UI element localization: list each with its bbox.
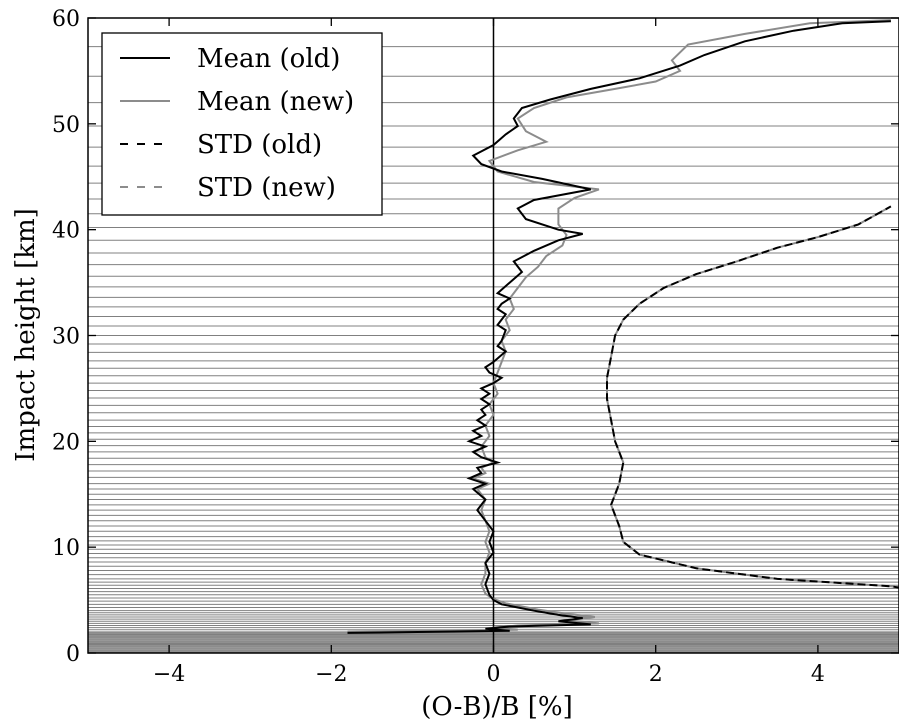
legend-label: Mean (old) [197, 44, 340, 74]
legend-label: STD (old) [197, 130, 322, 160]
y-tick-label: 0 [66, 642, 80, 667]
legend: Mean (old) Mean (new) STD (old) STD (new) [101, 32, 383, 216]
series-line-mean-new [347, 19, 891, 633]
x-axis-label: (O-B)/B [%] [421, 692, 573, 722]
y-tick-label: 10 [52, 536, 80, 561]
x-tick-label: −4 [153, 662, 185, 687]
y-tick-label: 60 [52, 7, 80, 32]
x-tick-label: 4 [811, 662, 825, 687]
legend-label: STD (new) [197, 173, 336, 203]
x-tick-label: 0 [487, 662, 501, 687]
y-tick-label: 40 [52, 219, 80, 244]
x-tick-label: 2 [649, 662, 663, 687]
x-axis: −4 −2 0 2 4 [153, 18, 825, 687]
series-line-std-new [606, 205, 899, 589]
series-layer [347, 19, 899, 634]
y-tick-label: 20 [52, 430, 80, 455]
y-tick-label: 50 [52, 113, 80, 138]
y-axis: 0 10 20 30 40 50 60 [52, 7, 899, 667]
series-line-mean-old [347, 20, 891, 634]
series-line-std-old [606, 205, 899, 589]
legend-label: Mean (new) [197, 87, 354, 117]
y-tick-label: 30 [52, 325, 80, 350]
y-axis-label: Impact height [km] [11, 208, 41, 462]
legend-box [101, 32, 383, 216]
x-tick-label: −2 [315, 662, 347, 687]
